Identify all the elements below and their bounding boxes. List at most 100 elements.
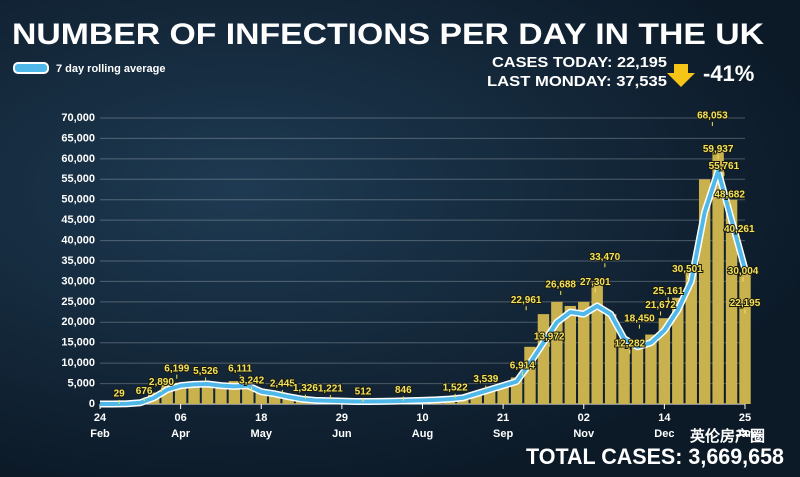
peak-label: 3,242 <box>239 375 264 386</box>
peak-label: 2,890 <box>149 377 174 388</box>
peak-label: 2,445 <box>270 379 295 390</box>
peak-label: 48,682 <box>714 190 745 201</box>
x-tick-month: Dec <box>654 428 674 440</box>
x-tick-month: Sep <box>493 428 513 440</box>
peak-label: 33,470 <box>590 252 621 263</box>
chart-title: NUMBER OF INFECTIONS PER DAY IN THE UK <box>12 18 764 51</box>
peak-label: 6,199 <box>164 363 189 374</box>
peak-label: 1,326 <box>293 383 318 394</box>
peak-label: 55,761 <box>709 161 740 172</box>
last-monday: LAST MONDAY: 37,535 <box>487 73 667 90</box>
bar <box>268 394 281 404</box>
y-tick-label: 70,000 <box>61 112 95 124</box>
bar <box>537 314 550 404</box>
peak-label: 26,688 <box>545 280 576 291</box>
bar <box>591 281 603 404</box>
bar <box>242 386 254 404</box>
x-tick-month: Apr <box>171 428 191 440</box>
peak-label: 1,522 <box>443 382 468 393</box>
peak-label: 68,053 <box>697 111 728 122</box>
x-tick-label: 21 <box>497 412 509 424</box>
down-arrow <box>667 64 695 87</box>
bar <box>578 301 590 404</box>
bar <box>228 381 241 404</box>
bar <box>201 382 214 404</box>
x-tick-label: 25 <box>739 412 751 424</box>
watermark: 英伦房产圈 <box>690 427 765 445</box>
bar <box>188 383 200 404</box>
peak-label: 12,282 <box>615 338 646 349</box>
bar <box>282 397 294 404</box>
x-tick-label: 02 <box>578 412 590 424</box>
bar <box>631 342 644 404</box>
bar <box>255 391 267 404</box>
peak-label: 6,914 <box>510 360 535 371</box>
y-tick-label: 25,000 <box>61 296 95 308</box>
peak-label: 30,501 <box>672 264 703 275</box>
y-tick-label: 60,000 <box>61 153 95 165</box>
x-tick-label: 29 <box>336 412 348 424</box>
x-tick-month: Feb <box>90 428 110 440</box>
x-tick-month: Jan <box>736 428 755 440</box>
peak-label: 1,221 <box>318 384 343 395</box>
y-tick-label: 50,000 <box>61 194 95 206</box>
bar <box>551 301 563 404</box>
y-tick-label: 5,000 <box>67 377 95 389</box>
peak-label: 30,004 <box>728 266 759 277</box>
peak-label: 3,539 <box>473 374 498 385</box>
peak-label: 21,672 <box>645 300 676 311</box>
x-tick-month: Jun <box>332 428 352 440</box>
bar <box>739 273 751 404</box>
bar <box>564 305 577 404</box>
peak-label: 6,111 <box>228 364 252 375</box>
peak-label: 27,301 <box>580 277 611 288</box>
bar <box>618 338 630 404</box>
peak-label: 22,195 <box>730 298 761 309</box>
bar <box>524 346 536 404</box>
y-tick-label: 0 <box>89 398 95 410</box>
peak-label: 512 <box>355 387 372 398</box>
bar <box>658 318 671 404</box>
bar <box>215 384 227 404</box>
bar <box>685 269 697 404</box>
bar <box>698 179 711 404</box>
peak-label: 40,261 <box>724 224 755 235</box>
bar <box>174 382 187 404</box>
peak-label: 13,972 <box>534 332 565 343</box>
peak-label: 846 <box>395 385 412 396</box>
bar <box>672 297 684 404</box>
y-tick-label: 55,000 <box>61 173 95 185</box>
peak-label: 59,937 <box>703 144 734 155</box>
y-tick-label: 10,000 <box>61 357 95 369</box>
y-tick-label: 65,000 <box>61 132 95 144</box>
x-tick-label: 18 <box>255 412 267 424</box>
peak-label: 676 <box>136 386 153 397</box>
cases-today: CASES TODAY: 22,195 <box>492 54 667 71</box>
bar <box>497 383 509 404</box>
y-tick-label: 15,000 <box>61 337 95 349</box>
y-tick-label: 45,000 <box>61 214 95 226</box>
bar <box>510 377 523 404</box>
peak-label: 5,526 <box>193 366 218 377</box>
line <box>100 169 747 406</box>
bar <box>712 150 724 404</box>
x-tick-month: May <box>251 428 273 440</box>
bar <box>645 334 657 404</box>
x-tick-label: 10 <box>416 412 428 424</box>
bar <box>604 314 617 404</box>
x-tick-label: 14 <box>658 412 671 424</box>
bar <box>470 391 482 404</box>
y-tick-label: 30,000 <box>61 275 95 287</box>
y-tick-label: 20,000 <box>61 316 95 328</box>
bar <box>725 199 738 404</box>
x-tick-month: Aug <box>412 428 433 440</box>
legend-swatch <box>13 62 49 74</box>
x-tick-month: Nov <box>573 428 595 440</box>
legend-label: 7 day rolling average <box>56 63 165 75</box>
y-tick-label: 35,000 <box>61 255 95 267</box>
bar <box>483 387 496 404</box>
x-tick-label: 24 <box>94 412 107 424</box>
y-tick-label: 40,000 <box>61 234 95 246</box>
peak-label: 29 <box>114 389 126 400</box>
